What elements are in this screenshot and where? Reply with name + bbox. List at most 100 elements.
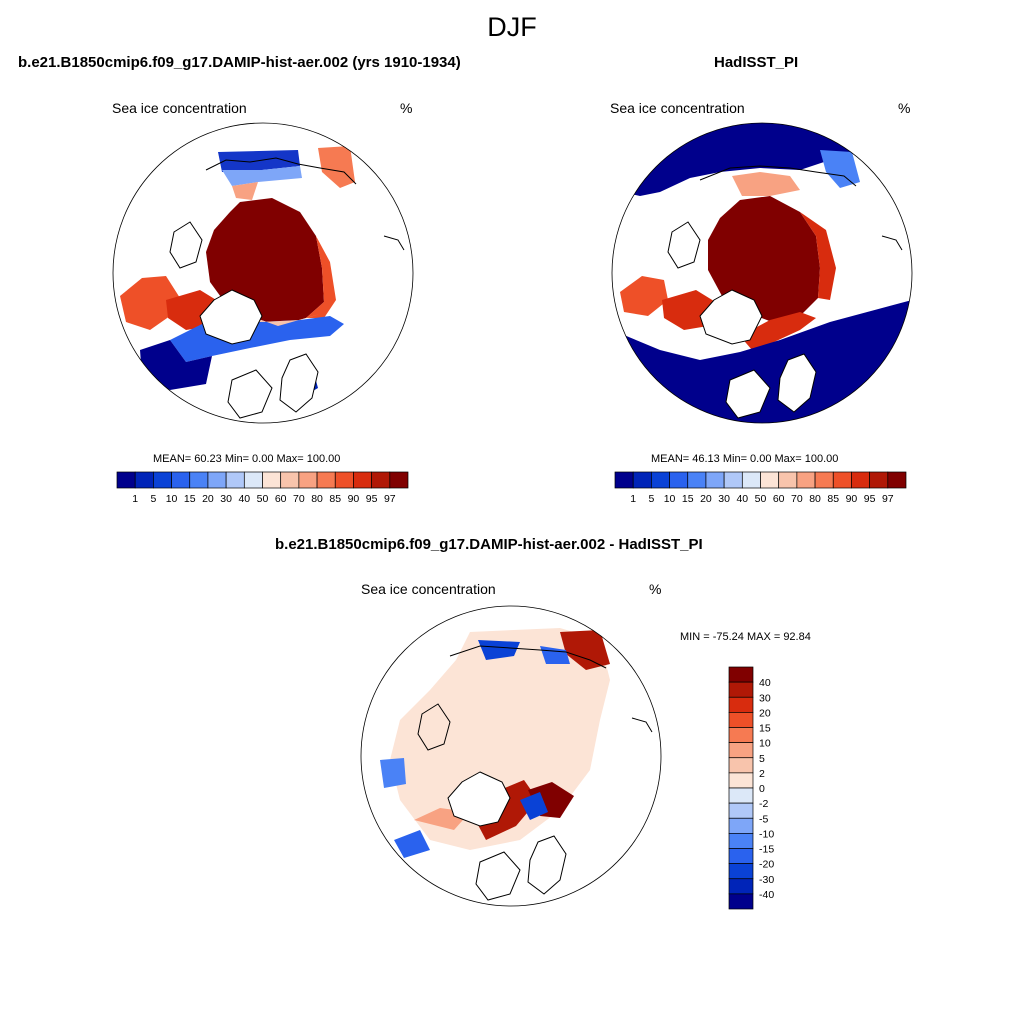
obs-greenland (699, 289, 763, 345)
diff-colorbar-swatch (728, 712, 754, 728)
obs-colorbar-tick-label: 90 (846, 493, 858, 505)
model-colorbar-swatch (207, 471, 227, 489)
model-ice-region-top-edge (232, 182, 258, 200)
model-colorbar-tick-label: 50 (257, 493, 269, 505)
diff-colorbar-swatch (728, 878, 754, 895)
obs-colorbar-tick-label: 15 (682, 493, 694, 505)
model-variable-label: Sea ice concentration (112, 100, 247, 116)
diff-colorbar-tick-label: 15 (759, 723, 771, 735)
model-colorbar-swatch (371, 471, 391, 489)
obs-units-label: % (898, 100, 911, 116)
model-map (112, 122, 414, 424)
obs-colorbar-swatch (651, 471, 670, 489)
obs-colorbar-tick-label: 20 (700, 493, 712, 505)
model-colorbar-tick-label: 60 (275, 493, 287, 505)
diff-map-border (360, 605, 662, 907)
obs-variable-label: Sea ice concentration (610, 100, 745, 116)
diff-colorbar-tick-label: 20 (759, 707, 771, 719)
obs-ice-region-ne-blue (820, 150, 860, 188)
obs-stats: MEAN= 46.13 Min= 0.00 Max= 100.00 (651, 453, 839, 465)
diff-colorbar-tick-label: 10 (759, 738, 771, 750)
obs-colorbar-swatch (614, 471, 634, 489)
diff-scandinavia (527, 835, 567, 895)
diff-colorbar-tick-label: 30 (759, 692, 771, 704)
diff-colorbar-swatch (728, 681, 754, 698)
obs-ice-region-west-red (620, 276, 668, 316)
diff-colorbar-swatch (728, 757, 754, 774)
diff-colorbar-swatch (728, 848, 754, 864)
diff-islands (417, 703, 451, 751)
model-colorbar-swatch (262, 471, 282, 489)
diff-colorbar-tick-label: 40 (759, 677, 771, 689)
model-panel-title: b.e21.B1850cmip6.f09_g17.DAMIP-hist-aer.… (18, 54, 461, 71)
model-colorbar-swatch (171, 471, 191, 489)
obs-ice-region-south-red (740, 312, 816, 350)
obs-colorbar-tick-label: 80 (809, 493, 821, 505)
obs-panel-title: HadISST_PI (714, 54, 799, 71)
diff-colorbar-tick-label: 0 (759, 783, 765, 795)
obs-colorbar-tick-label: 97 (882, 493, 894, 505)
obs-colorbar-tick-label: 10 (664, 493, 676, 505)
model-colorbar-swatch (116, 471, 136, 489)
obs-colorbar-tick-label: 60 (773, 493, 785, 505)
obs-colorbar-swatch (796, 471, 816, 489)
model-stats: MEAN= 60.23 Min= 0.00 Max= 100.00 (153, 453, 341, 465)
obs-colorbar-tick-label: 30 (718, 493, 730, 505)
obs-colorbar-swatch (760, 471, 780, 489)
model-scandinavia (279, 353, 319, 413)
model-colorbar-tick-label: 90 (348, 493, 360, 505)
obs-colorbar-swatch (887, 471, 907, 489)
model-colorbar-tick-label: 30 (220, 493, 232, 505)
diff-colorbar-tick-label: -20 (759, 859, 774, 871)
model-colorbar-tick-label: 5 (150, 493, 156, 505)
diff-colorbar-tick-label: -2 (759, 798, 768, 810)
model-ice-region-west-red (120, 276, 180, 330)
model-coastline-north (205, 157, 357, 185)
model-colorbar-swatch (298, 471, 318, 489)
diff-minmax: MIN = -75.24 MAX = 92.84 (680, 631, 811, 643)
model-alaska-fragment (383, 235, 405, 251)
obs-colorbar-swatch (687, 471, 707, 489)
obs-colorbar-swatch (669, 471, 689, 489)
diff-region-ne-red (560, 630, 610, 670)
diff-region-west-blue (380, 758, 406, 788)
model-colorbar-swatch (134, 471, 154, 489)
model-ice-region-central-edge (272, 198, 336, 318)
diff-colorbar-swatch (728, 817, 754, 834)
model-colorbar-swatch (189, 471, 209, 489)
season-title: DJF (487, 12, 537, 42)
diff-coastline-north (449, 645, 607, 669)
obs-map-border (611, 122, 913, 424)
obs-ice-region-top-edge (732, 172, 800, 196)
obs-colorbar-swatch (723, 471, 743, 489)
diff-region-sw-blue (394, 830, 430, 858)
diff-colorbar-swatch (728, 893, 754, 910)
diff-map (360, 605, 662, 907)
obs-ice-region-central (708, 196, 820, 322)
diff-panel-title: b.e21.B1850cmip6.f09_g17.DAMIP-hist-aer.… (275, 536, 703, 553)
diff-europe (475, 851, 521, 901)
obs-colorbar-tick-label: 70 (791, 493, 803, 505)
model-ice-region-top-light (222, 166, 302, 186)
model-colorbar-tick-label: 85 (329, 493, 341, 505)
diff-colorbar-swatch (728, 787, 754, 804)
model-colorbar-tick-label: 80 (311, 493, 323, 505)
model-colorbar: 1 5 10 15 20 30 40 50 60 70 80 85 90 95 97 (116, 471, 409, 505)
model-colorbar-swatch (243, 471, 263, 489)
obs-colorbar-swatch (832, 471, 852, 489)
obs-alaska-fragment (881, 235, 903, 251)
diff-alaska-fragment (631, 717, 653, 733)
model-colorbar-swatch (353, 471, 372, 489)
obs-europe (725, 369, 771, 419)
obs-coastline-north (699, 165, 857, 187)
model-colorbar-swatch (389, 471, 409, 489)
model-colorbar-tick-label: 1 (132, 493, 138, 505)
model-colorbar-tick-label: 10 (166, 493, 178, 505)
model-map-border (112, 122, 414, 424)
diff-variable-label: Sea ice concentration (361, 581, 496, 597)
obs-map (611, 122, 913, 424)
diff-colorbar-swatch (728, 696, 754, 713)
diff-colorbar-swatch (728, 833, 754, 849)
